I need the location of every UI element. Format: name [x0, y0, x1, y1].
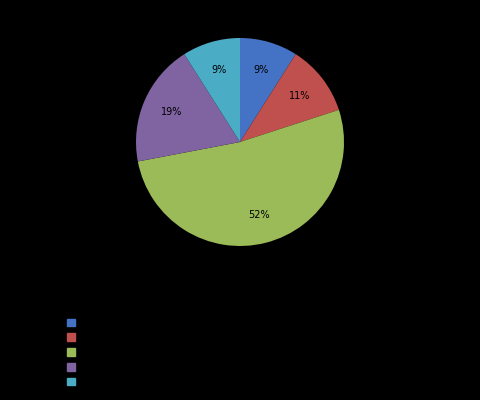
Wedge shape: [138, 110, 344, 246]
Text: 19%: 19%: [161, 107, 182, 117]
Text: 11%: 11%: [288, 91, 310, 101]
Wedge shape: [184, 38, 240, 142]
Text: 9%: 9%: [212, 65, 227, 75]
Wedge shape: [240, 38, 296, 142]
Text: 52%: 52%: [248, 210, 269, 220]
Legend: Independents, Administration and Finance, Health and Human Services, Education, : Independents, Administration and Finance…: [67, 318, 319, 387]
Text: 9%: 9%: [253, 65, 268, 75]
Wedge shape: [136, 54, 240, 162]
Wedge shape: [240, 54, 339, 142]
